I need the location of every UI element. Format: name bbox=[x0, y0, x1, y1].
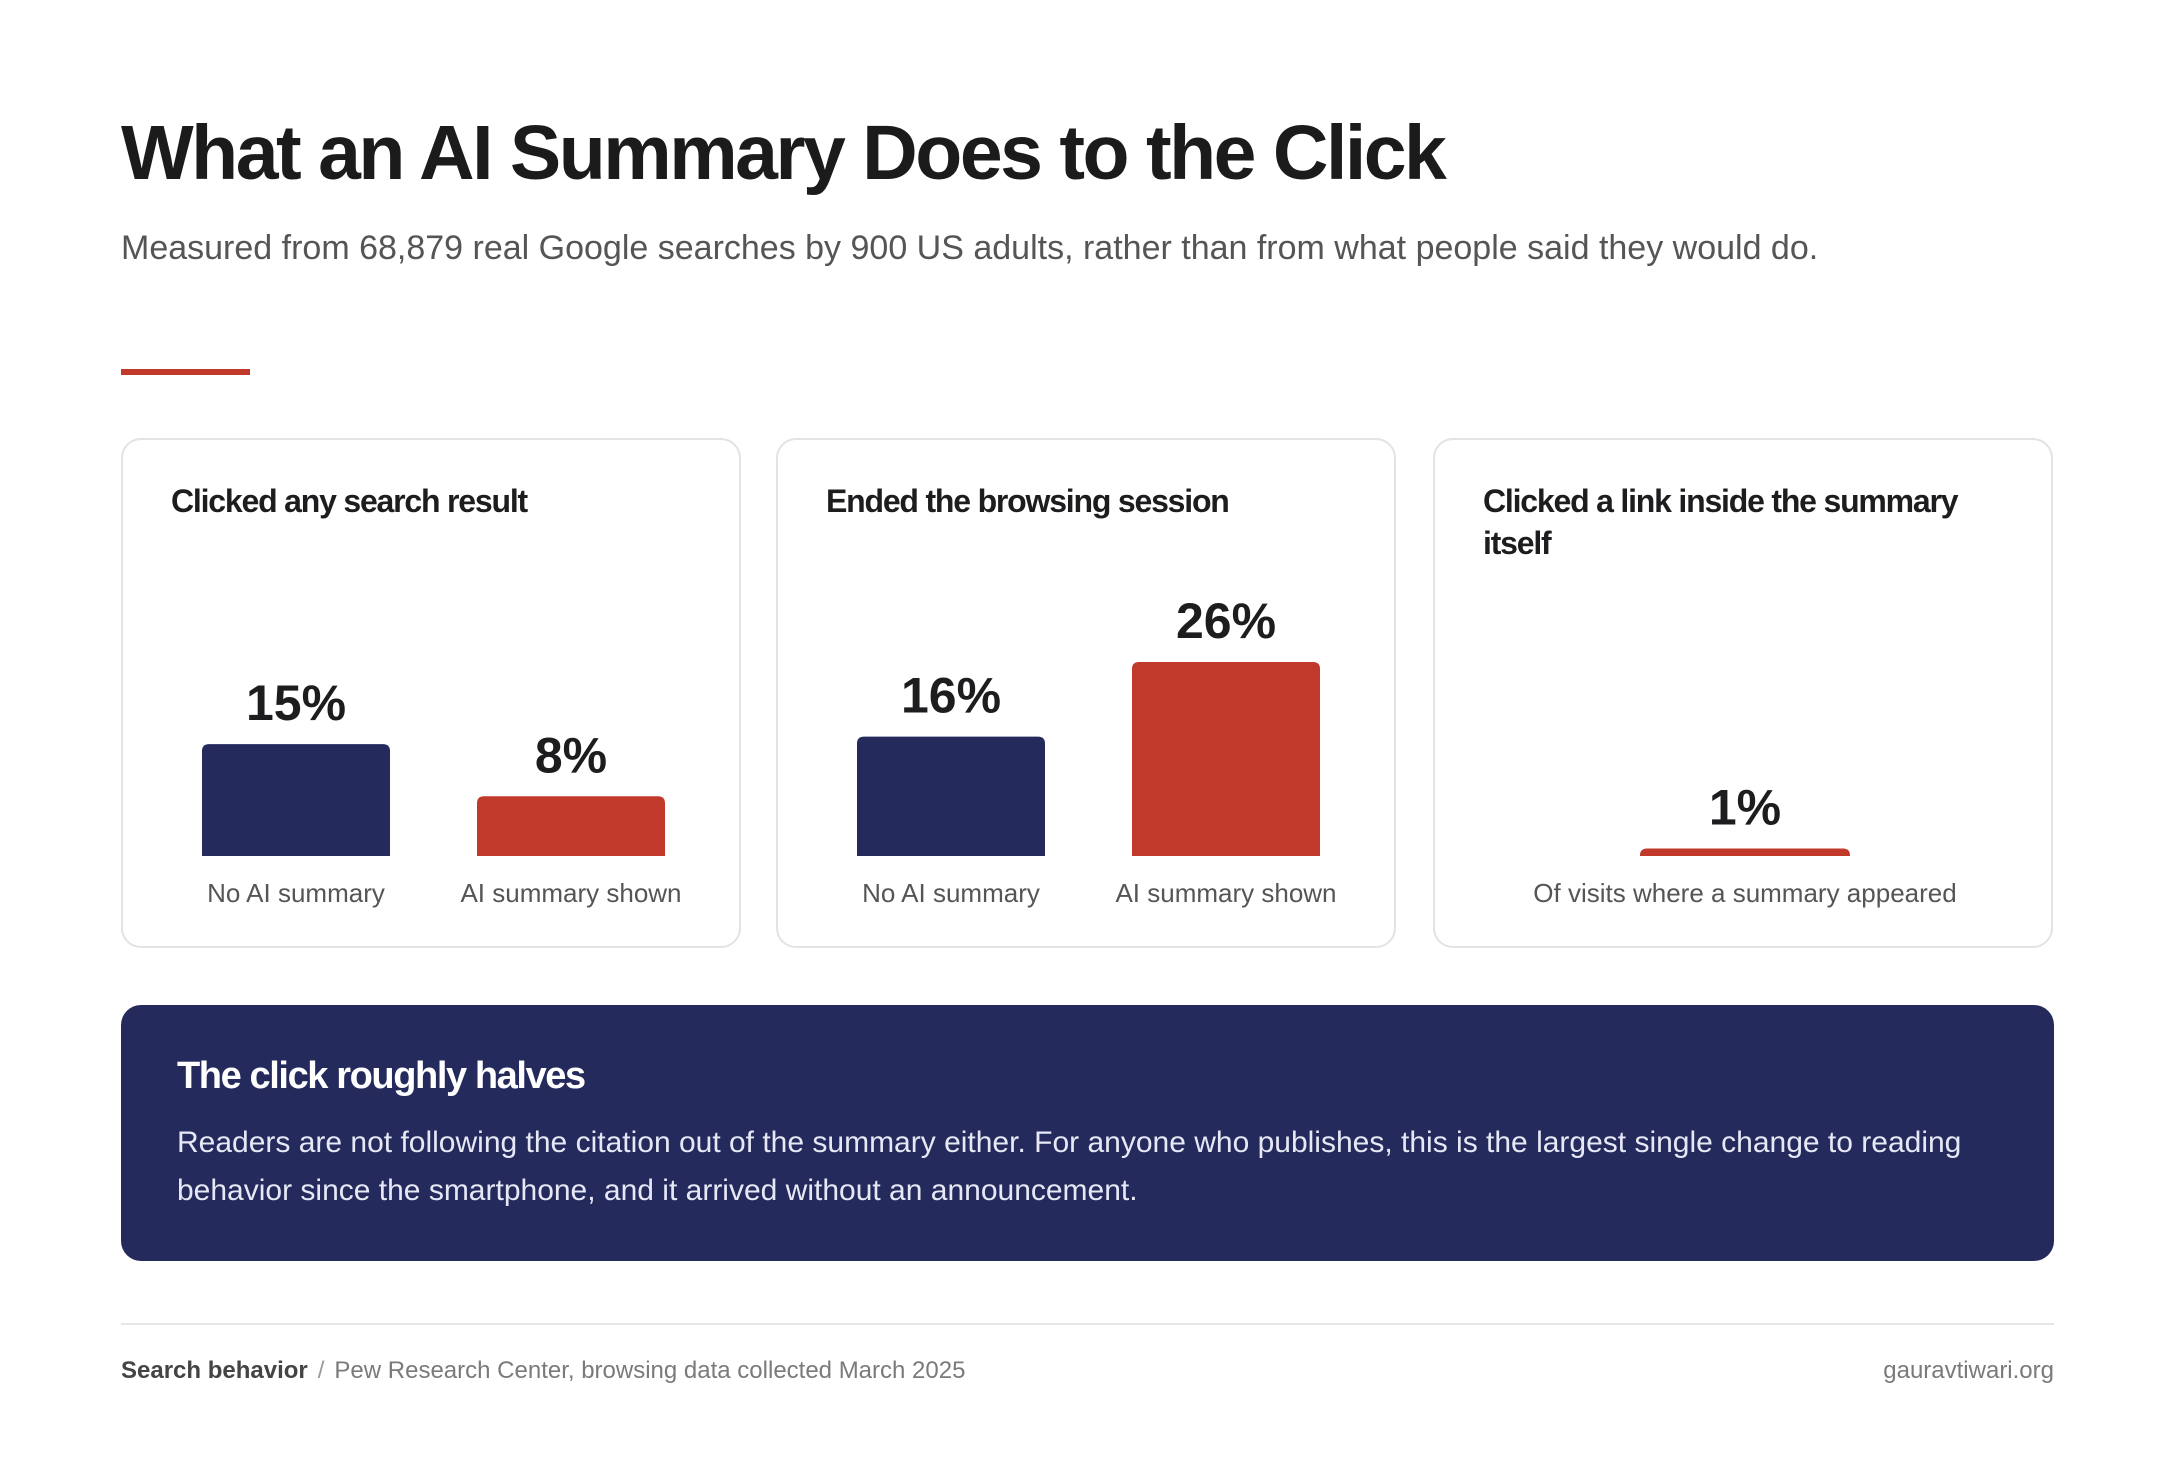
chart-title: Ended the browsing session bbox=[826, 483, 1230, 519]
callout-body: Readers are not following the citation o… bbox=[177, 1126, 1962, 1207]
bar-ai-summary-shown bbox=[1132, 662, 1320, 856]
bar-of-visits-where-a-summary-appeared bbox=[1640, 848, 1850, 856]
footer-source: Pew Research Center, browsing data colle… bbox=[334, 1357, 966, 1384]
value-label: 16% bbox=[901, 668, 1001, 724]
bar-ai-summary-shown bbox=[477, 796, 665, 856]
infographic: What an AI Summary Does to the Click Mea… bbox=[121, 0, 2054, 1464]
value-label: 26% bbox=[1176, 593, 1276, 649]
category-label: AI summary shown bbox=[460, 878, 681, 908]
bar-no-ai-summary bbox=[857, 736, 1045, 856]
page-subtitle: Measured from 68,879 real Google searche… bbox=[121, 229, 1819, 267]
category-label: AI summary shown bbox=[1115, 878, 1336, 908]
bar-no-ai-summary bbox=[202, 744, 390, 856]
footer-separator: / bbox=[317, 1357, 325, 1384]
page-title: What an AI Summary Does to the Click bbox=[121, 110, 1447, 196]
footer-topic: Search behavior bbox=[121, 1357, 308, 1384]
callout-title: The click roughly halves bbox=[177, 1055, 586, 1097]
bar-chart-clicked-summary-link: 1% Of visits where a summary appeared bbox=[1533, 780, 1956, 908]
footer-divider bbox=[121, 1323, 2054, 1325]
bar-chart-clicked-any-result: 15% No AI summary 8% AI summary shown bbox=[202, 675, 682, 908]
value-label: 15% bbox=[246, 675, 346, 731]
chart-title: Clicked any search result bbox=[171, 483, 528, 519]
chart-card-ended-session: Ended the browsing session 16% No AI summ… bbox=[776, 438, 1396, 948]
value-label: 8% bbox=[535, 727, 607, 783]
category-label: No AI summary bbox=[862, 878, 1040, 908]
category-label: Of visits where a summary appeared bbox=[1533, 878, 1956, 908]
callout-box: The click roughly halves Readers are not… bbox=[121, 1005, 2054, 1261]
accent-rule bbox=[121, 369, 250, 375]
footer: Search behavior / Pew Research Center, bro… bbox=[121, 1354, 2054, 1388]
value-label: 1% bbox=[1709, 780, 1781, 836]
footer-site: gauravtiwari.org bbox=[1883, 1357, 2054, 1384]
chart-title: Clicked a link inside the summary itself bbox=[1483, 483, 1959, 561]
chart-card-clicked-any-result: Clicked any search result 15% No AI summa… bbox=[121, 438, 741, 948]
bar-chart-ended-session: 16% No AI summary 26% AI summary shown bbox=[857, 593, 1337, 908]
category-label: No AI summary bbox=[207, 878, 385, 908]
chart-card-clicked-summary-link: Clicked a link inside the summary itself… bbox=[1433, 438, 2053, 948]
